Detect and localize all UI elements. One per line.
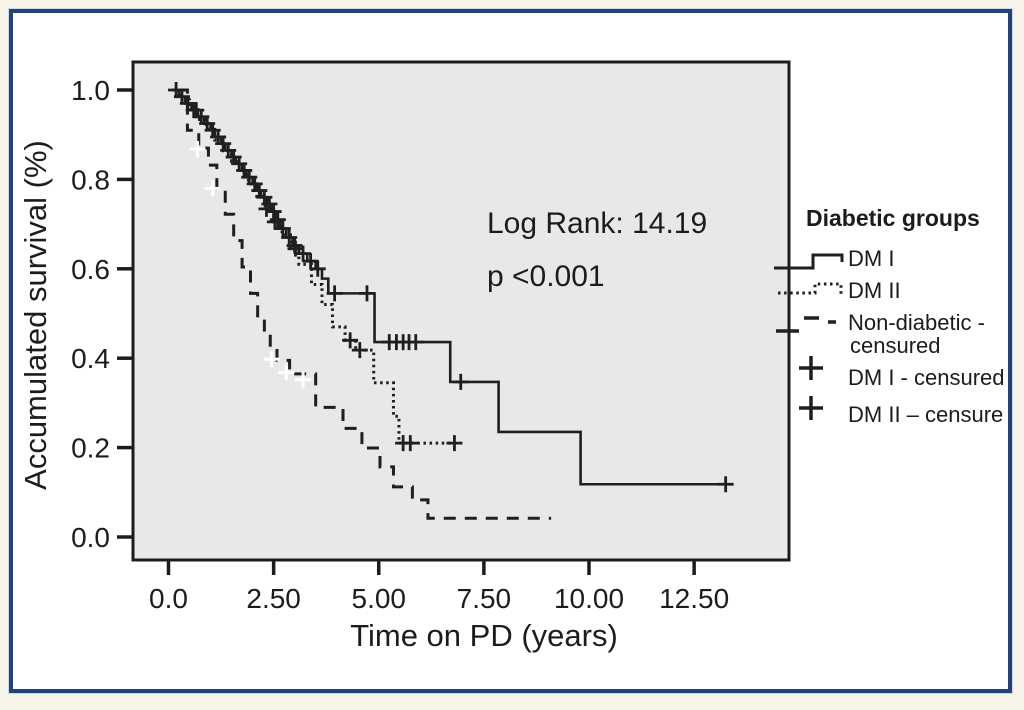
x-tick-label: 2.50 (246, 583, 301, 614)
censor-plus-icons-dm-i (168, 82, 734, 493)
plot-border (131, 60, 791, 562)
legend-label-dm2-censure: DM II – censure (848, 402, 1003, 427)
legend-swatch-dotted-line (778, 282, 843, 295)
legend-title: Diabetic groups (806, 205, 980, 231)
legend-swatch-dashed-line (776, 316, 836, 333)
annotation-log-rank: Log Rank: 14.19 (487, 207, 707, 240)
curve-non-diabetic (179, 88, 552, 520)
x-tick-label: 10.00 (554, 583, 624, 614)
y-tick-label: 1.0 (71, 75, 110, 106)
x-tick-label: 5.00 (352, 583, 407, 614)
legend-swatch-plus-dm1-icon (799, 356, 823, 380)
censor-plus-icons-dm-ii (258, 200, 463, 452)
x-tick-label: 0.0 (149, 583, 188, 614)
y-tick-label: 0.4 (71, 343, 110, 374)
censor-marks-dark (168, 82, 734, 493)
censor-marks-white (189, 141, 312, 388)
y-tick-label: 0.6 (71, 254, 110, 285)
x-axis-ticks: 0.0 2.50 5.00 7.50 10.00 12.50 (149, 560, 729, 614)
legend-label-dm1-censured: DM I - censured (848, 365, 1005, 390)
y-axis-ticks: 0.0 0.2 0.4 0.6 0.8 1.0 (71, 75, 133, 553)
legend-label-dm1: DM I (848, 246, 894, 271)
plot-area (133, 62, 789, 560)
censor-plus-icons-non-diabetic (189, 141, 312, 388)
annotation-p-value: p <0.001 (487, 260, 605, 293)
x-tick-label: 12.50 (659, 583, 729, 614)
x-tick-label: 7.50 (457, 583, 512, 614)
y-tick-label: 0.0 (71, 522, 110, 553)
legend-label-nondiabetic-line2: censured (850, 333, 941, 358)
legend: Diabetic groups DM I DM II Non-diabetic … (774, 205, 1005, 427)
y-tick-label: 0.2 (71, 433, 110, 464)
legend-swatch-solid-line (774, 253, 844, 270)
y-axis-title: Accumulated survival (%) (18, 140, 53, 490)
legend-swatch-plus-dm2-icon (799, 396, 823, 420)
legend-label-dm2: DM II (848, 278, 901, 303)
legend-label-nondiabetic: Non-diabetic - (848, 310, 985, 335)
x-axis-title: Time on PD (years) (350, 618, 618, 653)
y-tick-label: 0.8 (71, 164, 110, 195)
